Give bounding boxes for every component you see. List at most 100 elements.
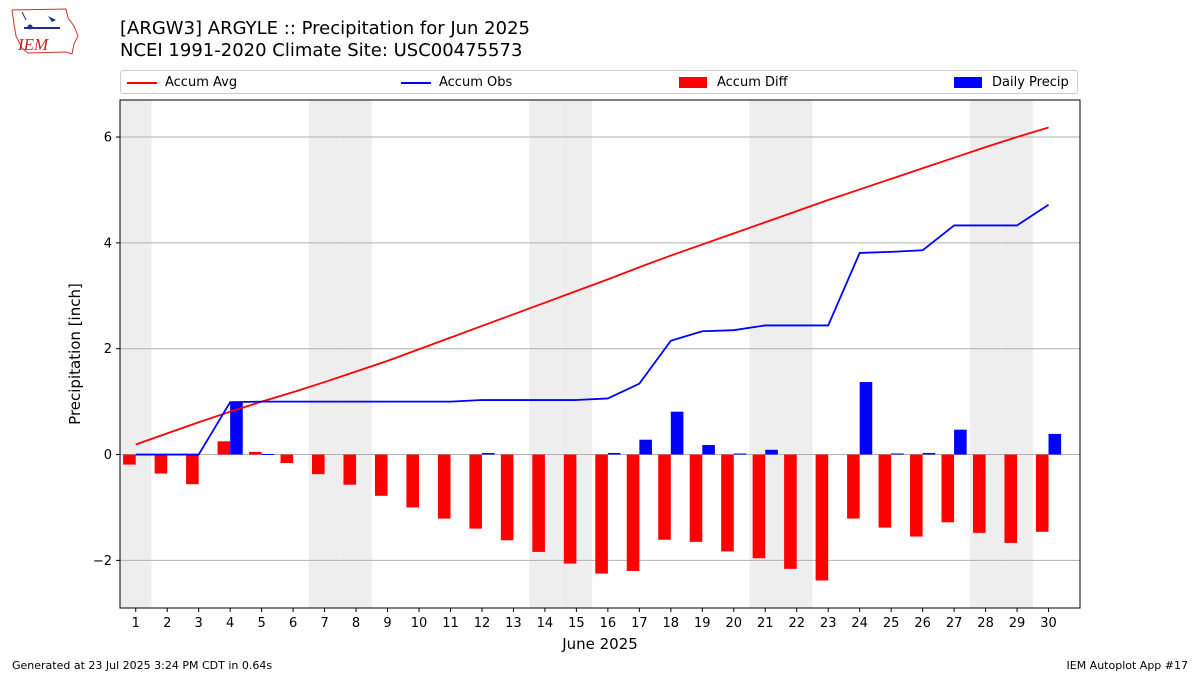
generated-timestamp: Generated at 23 Jul 2025 3:24 PM CDT in … (12, 659, 273, 672)
x-tick-label: 5 (257, 616, 265, 631)
bar-accum-diff (595, 454, 608, 574)
x-tick-label: 2 (163, 616, 171, 631)
chart-title: [ARGW3] ARGYLE :: Precipitation for Jun … (120, 18, 530, 39)
bar-accum-diff (910, 454, 923, 537)
bar-accum-diff (312, 454, 325, 475)
bar-accum-diff (752, 454, 766, 559)
bar-daily-precip (922, 452, 936, 455)
weekend-shade (120, 100, 152, 608)
bar-accum-diff (123, 454, 136, 465)
bar-accum-diff (374, 454, 388, 496)
bar-accum-diff (437, 454, 451, 519)
bar-accum-diff (815, 454, 829, 581)
x-tick-label: 3 (195, 616, 203, 631)
bar-accum-diff (186, 454, 199, 485)
bar-accum-diff (280, 454, 294, 464)
x-tick-label: 22 (788, 616, 805, 631)
y-tick-label: 2 (104, 342, 112, 357)
x-tick-label: 14 (537, 616, 554, 631)
x-tick-label: 13 (505, 616, 522, 631)
x-tick-label: 8 (352, 616, 360, 631)
bar-accum-diff (626, 454, 640, 571)
x-tick-label: 29 (1009, 616, 1026, 631)
legend-item-accum-diff: Accum Diff (679, 73, 879, 93)
bar-accum-diff (721, 454, 734, 552)
bar-accum-diff (217, 441, 231, 455)
bar-accum-diff (972, 454, 986, 533)
x-tick-label: 21 (757, 616, 774, 631)
bar-daily-precip (639, 439, 652, 455)
bar-accum-diff (154, 454, 168, 474)
legend-item-accum-obs: Accum Obs (401, 73, 601, 93)
legend-label-daily-precip: Daily Precip (992, 75, 1069, 90)
x-tick-label: 26 (914, 616, 931, 631)
legend-item-daily-precip: Daily Precip (954, 73, 1074, 93)
y-tick-label: −2 (93, 554, 112, 569)
bar-accum-diff (343, 454, 357, 485)
x-tick-label: 23 (820, 616, 837, 631)
autoplot-app-label: IEM Autoplot App #17 (1066, 659, 1189, 672)
legend-label-accum-avg: Accum Avg (165, 75, 238, 90)
x-tick-label: 9 (383, 616, 391, 631)
line-accum-avg (135, 126, 1049, 446)
legend-label-accum-obs: Accum Obs (439, 75, 513, 90)
x-tick-label: 20 (725, 616, 742, 631)
bar-daily-precip (859, 382, 873, 455)
x-tick-label: 1 (132, 616, 140, 631)
y-axis-label: Precipitation [inch] (66, 283, 84, 425)
svg-text:IEM: IEM (17, 35, 49, 54)
legend-item-accum-avg: Accum Avg (127, 73, 327, 93)
plot-frame (119, 99, 1081, 609)
x-axis-label: June 2025 (561, 635, 638, 653)
bar-accum-diff (784, 454, 797, 569)
bar-daily-precip (230, 402, 243, 455)
y-tick-label: 0 (104, 448, 112, 463)
bar-accum-diff (406, 454, 420, 508)
legend-swatch-accum-obs (401, 82, 431, 84)
bar-accum-diff (658, 454, 671, 540)
x-tick-label: 27 (946, 616, 963, 631)
bar-accum-diff (563, 454, 577, 564)
bar-accum-diff (847, 454, 860, 519)
x-tick-label: 16 (600, 616, 617, 631)
bar-daily-precip (1048, 433, 1062, 455)
bar-accum-diff (689, 454, 703, 542)
iem-logo-icon: IEM (11, 8, 79, 55)
bar-accum-diff (249, 451, 262, 455)
bar-daily-precip (481, 452, 495, 455)
bar-accum-diff (1035, 454, 1049, 532)
bar-daily-precip (954, 429, 967, 455)
bar-daily-precip (607, 452, 621, 455)
bar-daily-precip (261, 454, 275, 456)
bar-daily-precip (670, 411, 684, 455)
bar-accum-diff (500, 454, 514, 541)
legend-swatch-accum-avg (127, 82, 157, 84)
y-tick-label: 6 (104, 131, 112, 146)
bar-daily-precip (891, 453, 904, 455)
x-tick-label: 25 (883, 616, 900, 631)
legend-swatch-accum-diff (679, 77, 707, 88)
y-tick-label: 4 (104, 236, 112, 251)
bar-accum-diff (469, 454, 482, 529)
line-accum-obs (135, 204, 1050, 456)
x-tick-label: 7 (320, 616, 328, 631)
bar-daily-precip (702, 445, 715, 455)
x-tick-label: 11 (442, 616, 459, 631)
x-tick-label: 15 (568, 616, 585, 631)
bar-accum-diff (878, 454, 892, 528)
x-tick-label: 10 (411, 616, 428, 631)
x-tick-label: 19 (694, 616, 711, 631)
x-tick-label: 30 (1040, 616, 1057, 631)
weekend-shade (308, 100, 341, 608)
legend-label-accum-diff: Accum Diff (717, 75, 788, 90)
bar-daily-precip (765, 449, 778, 455)
bar-accum-diff (941, 454, 955, 523)
x-tick-label: 24 (851, 616, 868, 631)
bar-accum-diff (532, 454, 545, 552)
bar-accum-diff (1004, 454, 1018, 543)
chart-subtitle: NCEI 1991-2020 Climate Site: USC00475573 (120, 40, 523, 61)
bar-daily-precip (733, 453, 747, 455)
x-tick-label: 18 (663, 616, 680, 631)
legend-swatch-daily-precip (954, 77, 982, 88)
